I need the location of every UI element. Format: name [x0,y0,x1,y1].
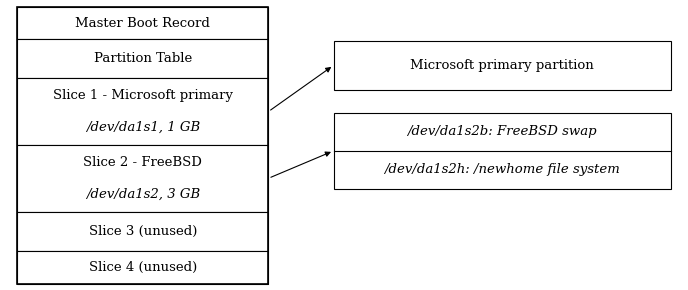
Text: /dev/da1s2, 3 GB: /dev/da1s2, 3 GB [85,188,200,201]
Text: Slice 4 (unused): Slice 4 (unused) [89,261,197,274]
FancyBboxPatch shape [17,251,268,284]
FancyBboxPatch shape [17,39,268,78]
FancyBboxPatch shape [17,212,268,251]
Text: /dev/da1s1, 1 GB: /dev/da1s1, 1 GB [85,121,200,134]
Text: Slice 2 - FreeBSD: Slice 2 - FreeBSD [83,156,202,169]
FancyBboxPatch shape [17,7,268,39]
FancyBboxPatch shape [334,113,671,188]
Text: /dev/da1s2b: FreeBSD swap: /dev/da1s2b: FreeBSD swap [407,126,597,138]
Text: /dev/da1s2h: /newhome fi​le system: /dev/da1s2h: /newhome fi​le system [385,163,620,176]
Text: Partition Table: Partition Table [94,52,192,65]
FancyBboxPatch shape [17,145,268,212]
Text: Slice 1 - Microsoft primary: Slice 1 - Microsoft primary [53,89,233,102]
FancyBboxPatch shape [334,41,671,90]
Text: Master Boot Record: Master Boot Record [75,17,211,30]
Text: Microsoft primary partition: Microsoft primary partition [410,59,594,72]
Text: Slice 3 (unused): Slice 3 (unused) [89,225,197,238]
FancyBboxPatch shape [17,78,268,145]
